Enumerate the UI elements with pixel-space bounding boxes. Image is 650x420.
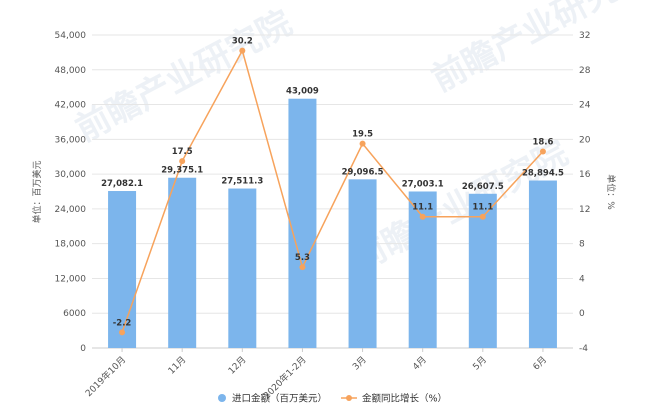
line-data-label: 17.5 xyxy=(172,147,193,157)
line-marker xyxy=(419,213,426,220)
line-marker xyxy=(539,148,546,155)
x-tick-label: 11月 xyxy=(166,354,188,376)
line-marker xyxy=(179,158,186,165)
y-tick-label: 0 xyxy=(80,344,86,354)
bar-data-label: 28,894.5 xyxy=(522,169,564,179)
bar xyxy=(528,180,557,348)
bar-data-label: 43,009 xyxy=(286,87,319,97)
y2-tick-label: 24 xyxy=(579,101,591,111)
bar-data-label: 27,511.3 xyxy=(221,177,263,187)
bar xyxy=(348,179,377,348)
line-data-label: -2.2 xyxy=(113,318,132,328)
line-data-label: 19.5 xyxy=(352,130,373,140)
line-data-label: 18.6 xyxy=(532,138,553,148)
y-tick-label: 36,000 xyxy=(55,135,87,145)
y2-tick-label: 8 xyxy=(579,240,585,250)
x-tick-label: 6月 xyxy=(531,354,549,372)
x-tick-label: 12月 xyxy=(226,354,248,376)
y2-tick-label: -4 xyxy=(579,344,588,354)
line-data-label: 11.1 xyxy=(412,203,433,213)
x-tick-label: 4月 xyxy=(411,354,429,372)
y-tick-label: 12,000 xyxy=(55,274,87,284)
bar-data-label: 27,082.1 xyxy=(101,179,143,189)
y-tick-label: 42,000 xyxy=(55,101,87,111)
line-marker xyxy=(359,140,366,147)
y-tick-label: 30,000 xyxy=(55,170,87,180)
y2-tick-label: 0 xyxy=(579,309,585,319)
line-marker xyxy=(119,329,126,336)
y2-tick-label: 16 xyxy=(579,170,591,180)
line-data-label: 11.1 xyxy=(472,203,493,213)
legend-swatch-marker xyxy=(346,395,352,401)
line-series xyxy=(119,47,546,336)
legend-label-bar: 进口金额（百万美元） xyxy=(232,393,327,405)
bar-data-label: 29,096.5 xyxy=(342,167,384,177)
y-tick-label: 48,000 xyxy=(55,66,87,76)
y-tick-label: 6000 xyxy=(63,309,86,319)
bar-data-label: 27,003.1 xyxy=(402,179,444,189)
bar-data-label: 29,375.1 xyxy=(161,166,203,176)
bar xyxy=(168,177,197,348)
y2-tick-label: 32 xyxy=(579,31,590,41)
x-tick-label: 2019年10月 xyxy=(83,354,129,400)
bar-series xyxy=(108,98,557,348)
y2-tick-label: 28 xyxy=(579,66,591,76)
x-tick-label: 3月 xyxy=(350,354,368,372)
y2-axis-title: 单位：% xyxy=(605,174,617,210)
x-tick-label: 5月 xyxy=(471,354,489,372)
y2-tick-label: 20 xyxy=(579,135,591,145)
line-data-label: 30.2 xyxy=(232,37,253,47)
y-tick-label: 18,000 xyxy=(55,240,87,250)
legend-label-line: 金额同比增长（%） xyxy=(362,393,447,405)
line-path xyxy=(121,48,544,333)
bar-data-label: 26,607.5 xyxy=(462,182,504,192)
watermark: 前瞻产业研究院 xyxy=(425,0,650,100)
bar xyxy=(228,188,257,348)
data-labels: 27,082.1 29,375.1 27,511.3 43,009 29,096.5 27… xyxy=(101,37,564,329)
y-axis-title: 单位：百万美元 xyxy=(31,160,43,223)
bar xyxy=(108,191,137,348)
legend: 进口金额（百万美元） 金额同比增长（%） xyxy=(218,393,447,405)
bar xyxy=(288,98,317,348)
line-marker xyxy=(479,213,486,220)
line-data-label: 5.3 xyxy=(295,253,310,263)
line-marker xyxy=(299,264,306,271)
line-marker xyxy=(239,47,246,54)
y2-tick-label: 4 xyxy=(579,274,585,284)
y-tick-label: 54,000 xyxy=(55,31,87,41)
y-tick-label: 24,000 xyxy=(55,205,87,215)
y2-tick-label: 12 xyxy=(579,205,590,215)
legend-swatch-bar xyxy=(218,394,226,402)
